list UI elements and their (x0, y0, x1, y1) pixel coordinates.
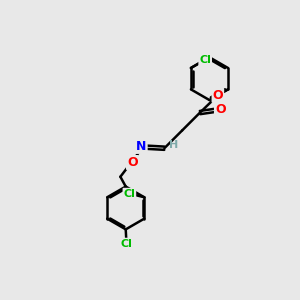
Text: Cl: Cl (199, 55, 211, 65)
Text: O: O (127, 156, 138, 169)
Text: H: H (169, 140, 178, 150)
Text: N: N (136, 140, 147, 153)
Text: Cl: Cl (124, 189, 135, 199)
Text: Cl: Cl (121, 238, 133, 249)
Text: O: O (215, 103, 226, 116)
Text: O: O (213, 89, 223, 102)
